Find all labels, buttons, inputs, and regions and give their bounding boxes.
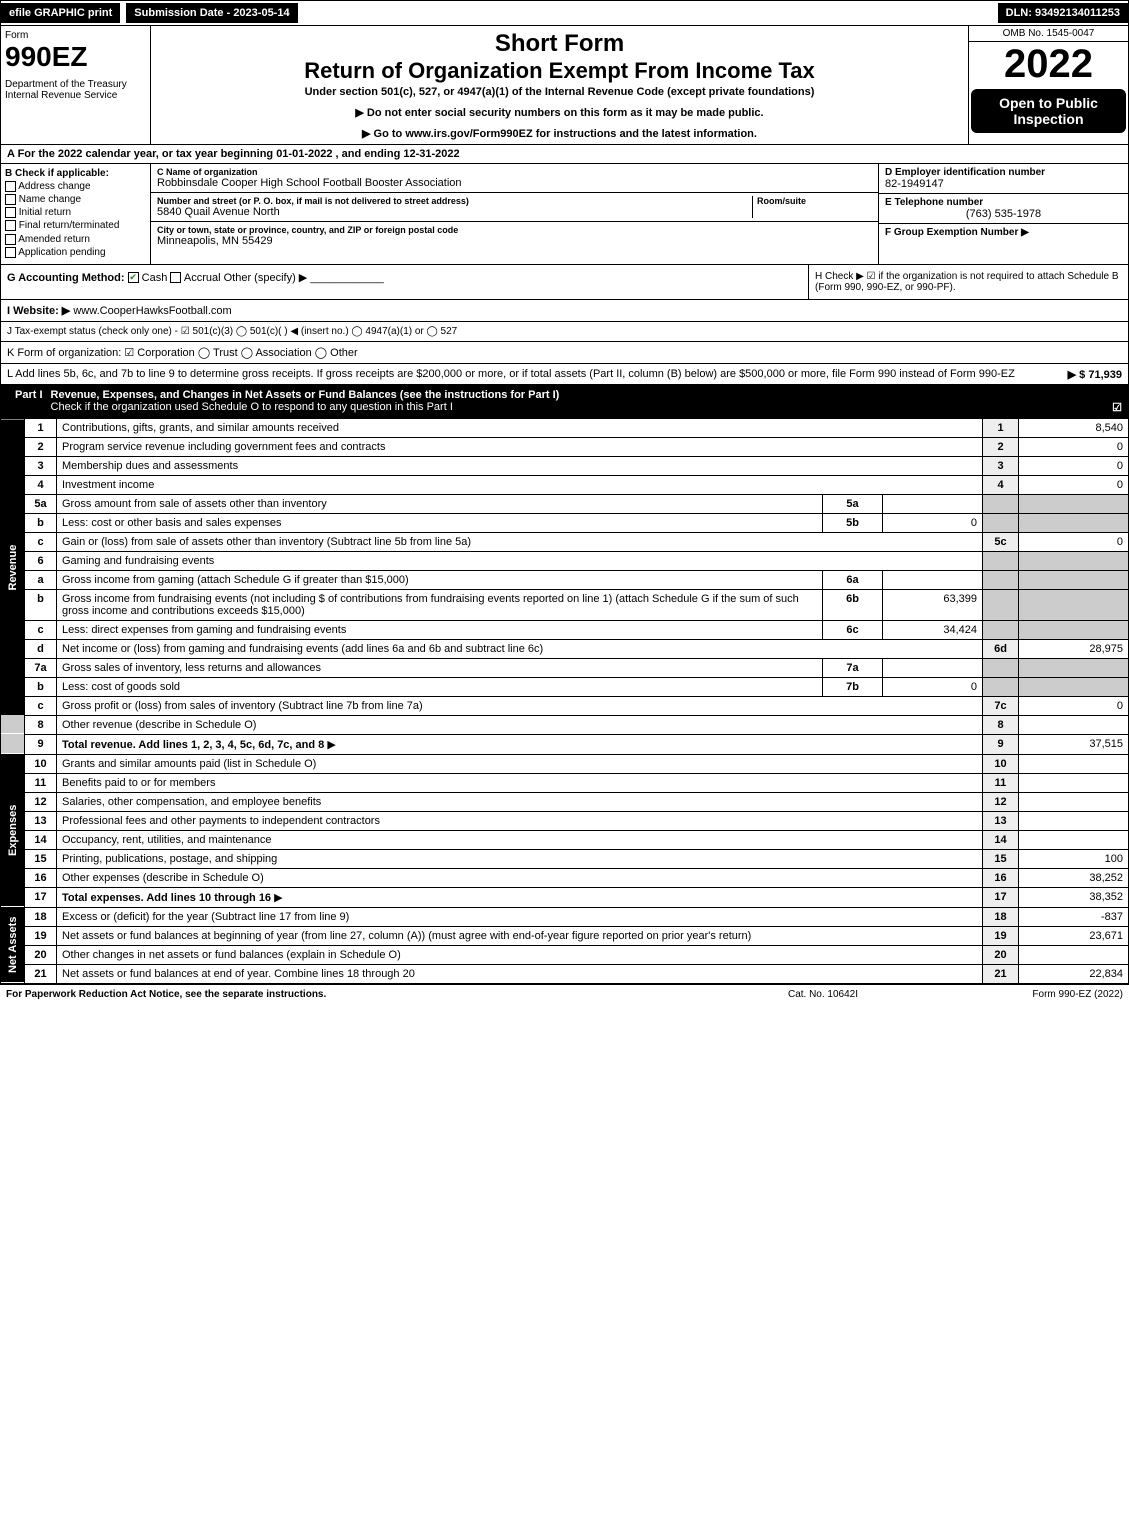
dept-label: Department of the Treasury Internal Reve… [5,79,146,101]
line-7b-value: 0 [883,677,983,696]
check-cash[interactable] [128,272,139,283]
line-16-value: 38,252 [1019,868,1129,887]
check-initial-return[interactable]: Initial return [5,207,146,218]
line-5c-value: 0 [1019,532,1129,551]
e-tel-label: E Telephone number [885,197,1122,208]
form-label: Form [5,30,146,41]
note-2: ▶ Go to www.irs.gov/Form990EZ for instru… [155,127,964,140]
line-5b-value: 0 [883,513,983,532]
form-header: Form 990EZ Department of the Treasury In… [0,26,1129,145]
line-k: K Form of organization: ☑ Corporation ◯ … [0,342,1129,364]
return-title: Return of Organization Exempt From Incom… [155,58,964,84]
section-def: D Employer identification number82-19491… [878,164,1128,264]
line-8-value [1019,715,1129,734]
subtitle: Under section 501(c), 527, or 4947(a)(1)… [155,86,964,98]
page-footer: For Paperwork Reduction Act Notice, see … [0,984,1129,1004]
line-l: L Add lines 5b, 6c, and 7b to line 9 to … [0,364,1129,385]
line-i: I Website: ▶ www.CooperHawksFootball.com [0,300,1129,322]
expenses-sidelabel: Expenses [1,754,25,907]
line-6d-value: 28,975 [1019,639,1129,658]
check-address-change[interactable]: Address change [5,181,146,192]
line-7c-value: 0 [1019,696,1129,715]
org-city: Minneapolis, MN 55429 [157,235,872,247]
gross-receipts: ▶ $ 71,939 [1068,368,1122,381]
part-1-title: Revenue, Expenses, and Changes in Net As… [51,389,560,401]
section-c: C Name of organizationRobbinsdale Cooper… [151,164,878,264]
part-1-sub: Check if the organization used Schedule … [51,401,453,413]
check-final-return[interactable]: Final return/terminated [5,220,146,231]
line-20-value [1019,945,1129,964]
line-5a-value [883,494,983,513]
line-14-value [1019,830,1129,849]
line-15-value: 100 [1019,849,1129,868]
tel-value: (763) 535-1978 [885,208,1122,220]
line-h: H Check ▶ ☑ if the organization is not r… [808,265,1128,299]
section-gh: G Accounting Method: Cash Accrual Other … [0,265,1129,300]
line-7a-value [883,658,983,677]
c-city-label: City or town, state or province, country… [157,225,872,235]
part-1-label: Part I [7,389,51,414]
section-bc: B Check if applicable: Address change Na… [0,164,1129,265]
footer-left: For Paperwork Reduction Act Notice, see … [6,989,723,1000]
top-bar: efile GRAPHIC print Submission Date - 20… [0,0,1129,26]
footer-right: Form 990-EZ (2022) [923,989,1123,1000]
b-header: B Check if applicable: [5,168,146,179]
short-form-title: Short Form [155,30,964,58]
org-street: 5840 Quail Avenue North [157,206,752,218]
c-name-label: C Name of organization [157,167,872,177]
open-public: Open to Public Inspection [971,89,1126,133]
f-group-label: F Group Exemption Number ▶ [885,227,1122,238]
note-1: ▶ Do not enter social security numbers o… [155,106,964,119]
part-1-table: Revenue 1Contributions, gifts, grants, a… [0,419,1129,984]
efile-label: efile GRAPHIC print [1,3,120,23]
ein-value: 82-1949147 [885,178,1122,190]
line-21-value: 22,834 [1019,964,1129,983]
line-12-value [1019,792,1129,811]
line-j: J Tax-exempt status (check only one) - ☑… [0,322,1129,342]
tax-year: 2022 [969,42,1128,87]
footer-cat: Cat. No. 10642I [723,989,923,1000]
check-name-change[interactable]: Name change [5,194,146,205]
room-label: Room/suite [757,196,872,206]
line-3-value: 0 [1019,456,1129,475]
d-ein-label: D Employer identification number [885,167,1122,178]
check-accrual[interactable] [170,272,181,283]
section-b: B Check if applicable: Address change Na… [1,164,151,264]
part-1-header: Part I Revenue, Expenses, and Changes in… [0,385,1129,419]
line-g: G Accounting Method: Cash Accrual Other … [7,271,802,284]
line-2-value: 0 [1019,437,1129,456]
line-1-value: 8,540 [1019,419,1129,438]
line-9-value: 37,515 [1019,734,1129,754]
check-amended-return[interactable]: Amended return [5,234,146,245]
form-number: 990EZ [5,41,146,73]
check-application-pending[interactable]: Application pending [5,247,146,258]
omb-number: OMB No. 1545-0047 [969,26,1128,42]
line-18-value: -837 [1019,907,1129,926]
line-a: A For the 2022 calendar year, or tax yea… [0,145,1129,164]
line-6c-value: 34,424 [883,620,983,639]
org-name: Robbinsdale Cooper High School Football … [157,177,872,189]
line-6b-value: 63,399 [883,589,983,620]
line-4-value: 0 [1019,475,1129,494]
line-19-value: 23,671 [1019,926,1129,945]
line-13-value [1019,811,1129,830]
line-10-value [1019,754,1129,773]
line-17-value: 38,352 [1019,887,1129,907]
line-6a-value [883,570,983,589]
submission-date: Submission Date - 2023-05-14 [124,1,299,25]
dln-label: DLN: 93492134011253 [998,3,1128,23]
website-value: www.CooperHawksFootball.com [73,305,231,317]
c-street-label: Number and street (or P. O. box, if mail… [157,196,752,206]
part-1-check: ☑ [1112,401,1122,414]
line-11-value [1019,773,1129,792]
revenue-sidelabel: Revenue [1,419,25,716]
netassets-sidelabel: Net Assets [1,907,25,983]
